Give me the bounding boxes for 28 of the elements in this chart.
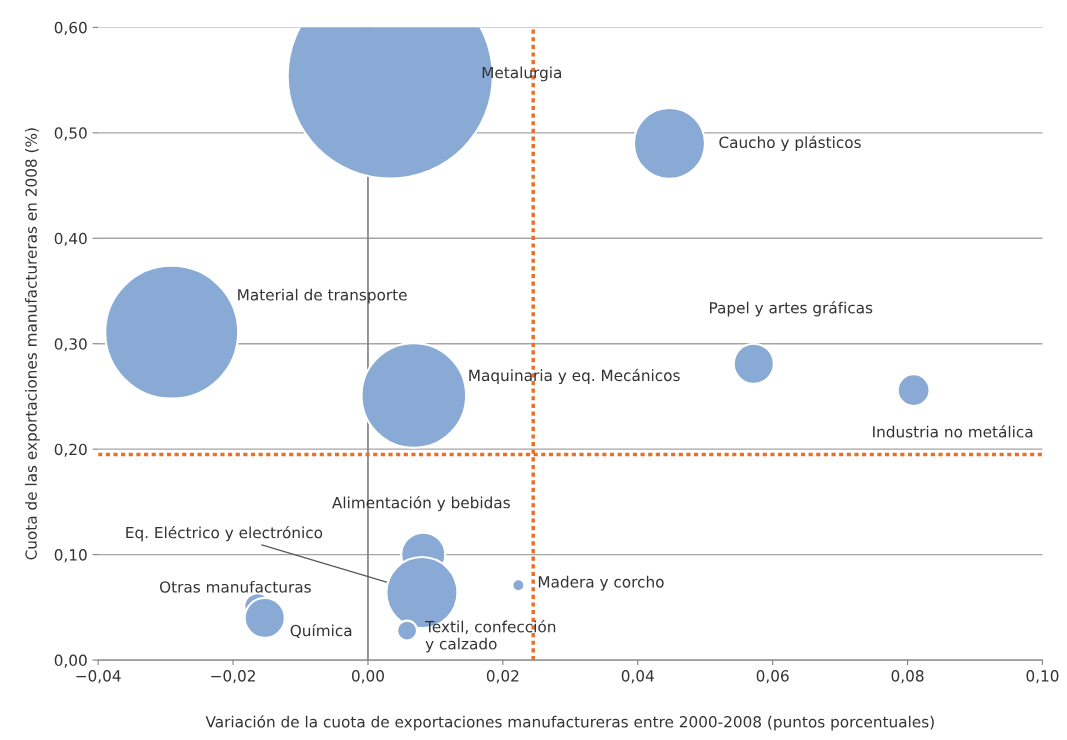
series-label: Material de transporte bbox=[238, 288, 407, 304]
y-axis-title: Cuota de las exportaciones manufactureras en 2008 (%) bbox=[25, 128, 40, 560]
x-tick-label: −0,02 bbox=[211, 670, 255, 684]
series-label: Química bbox=[290, 623, 352, 639]
y-tick-label: 0,10 bbox=[54, 549, 87, 563]
y-tick-label: 0,30 bbox=[54, 338, 87, 352]
series-label: Textil, confección y calzado bbox=[425, 620, 556, 653]
text: Papel y artes gráficas bbox=[710, 301, 873, 317]
series-label: Maquinaria y eq. Mecánicos bbox=[469, 368, 680, 385]
y-tick-label: 0,50 bbox=[54, 127, 87, 141]
text: Eq. Eléctrico y electrónico bbox=[126, 525, 323, 542]
y-tick-label: 0,00 bbox=[54, 654, 87, 668]
y-tick-label: 0,20 bbox=[54, 443, 87, 457]
text: Industria no metálica bbox=[873, 425, 1033, 438]
x-tick-label: 0,10 bbox=[1026, 670, 1059, 684]
x-tick-label: 0,08 bbox=[891, 670, 924, 684]
x-tick-label: 0,06 bbox=[756, 670, 789, 684]
x-tick-label: 0,00 bbox=[351, 670, 384, 684]
x-tick-label: 0,02 bbox=[486, 670, 519, 684]
x-tick-label: 0,04 bbox=[621, 670, 654, 684]
x-tick-label: −0,04 bbox=[76, 670, 121, 684]
y-tick-label: 0,60 bbox=[54, 21, 87, 35]
series-label: Caucho y plásticos bbox=[719, 135, 861, 152]
series-label: Alimentación y bebidas bbox=[332, 495, 510, 512]
series-label: Otras manufacturas bbox=[159, 580, 311, 593]
x-axis-title: Variación de la cuota de exportaciones manufactureras entre 2000-2008 (puntos porcentuales) bbox=[205, 715, 934, 731]
y-tick-label: 0,40 bbox=[54, 232, 87, 246]
series-label: Madera y corcho bbox=[538, 575, 664, 591]
